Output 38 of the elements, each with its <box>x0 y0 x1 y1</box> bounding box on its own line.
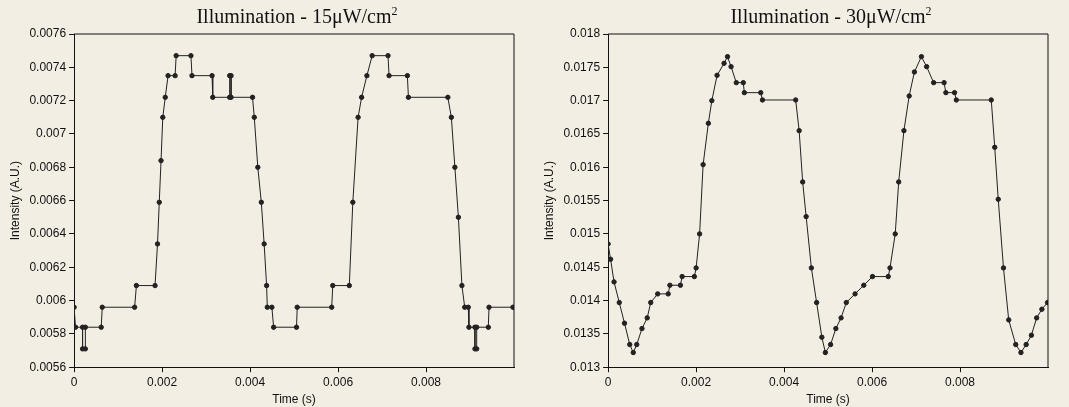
y-tick-label: 0.006 <box>36 292 67 307</box>
y-tick-label: 0.0074 <box>29 59 67 74</box>
y-axis-title: Intensity (A.U.) <box>541 160 556 241</box>
x-axis-title: Time (s) <box>806 392 850 407</box>
y-tick-label: 0.0066 <box>29 192 67 207</box>
chart-title: Illumination - 15μW/cm$^{2}$ <box>195 4 399 28</box>
x-tick-label: 0.004 <box>235 374 266 389</box>
y-tick-label: 0.018 <box>570 26 601 41</box>
y-tick-label: 0.0155 <box>563 192 601 207</box>
y-tick-label: 0.0175 <box>563 59 601 74</box>
x-axis-title: Time (s) <box>272 392 316 407</box>
y-tick-label: 0.014 <box>570 292 601 307</box>
x-tick-label: 0.006 <box>857 374 888 389</box>
x-tick-label: 0 <box>604 374 612 389</box>
y-axis-title: Intensity (A.U.) <box>7 160 22 241</box>
x-tick-label: 0.008 <box>945 374 976 389</box>
x-tick-label: 0.006 <box>323 374 354 389</box>
y-tick-label: 0.0068 <box>29 159 67 174</box>
y-tick-label: 0.0076 <box>29 26 67 41</box>
y-tick-label: 0.016 <box>570 159 601 174</box>
y-tick-label: 0.0165 <box>563 126 601 141</box>
y-tick-label: 0.015 <box>570 226 601 241</box>
x-tick-label: 0 <box>70 374 78 389</box>
y-tick-label: 0.007 <box>36 126 67 141</box>
y-tick-label: 0.0145 <box>563 259 601 274</box>
x-tick-label: 0.002 <box>147 374 178 389</box>
y-tick-label: 0.0058 <box>29 326 67 341</box>
x-tick-label: 0.002 <box>681 374 712 389</box>
y-tick-label: 0.0072 <box>29 92 67 107</box>
y-tick-label: 0.0062 <box>29 259 67 274</box>
x-tick-label: 0.004 <box>769 374 800 389</box>
y-tick-label: 0.0135 <box>563 326 601 341</box>
y-tick-label: 0.017 <box>570 92 601 107</box>
y-tick-label: 0.0064 <box>29 226 67 241</box>
x-tick-label: 0.008 <box>411 374 442 389</box>
y-tick-label: 0.013 <box>570 359 601 374</box>
y-tick-label: 0.0056 <box>29 359 67 374</box>
chart-title: Illumination - 30μW/cm$^{2}$ <box>729 4 933 28</box>
